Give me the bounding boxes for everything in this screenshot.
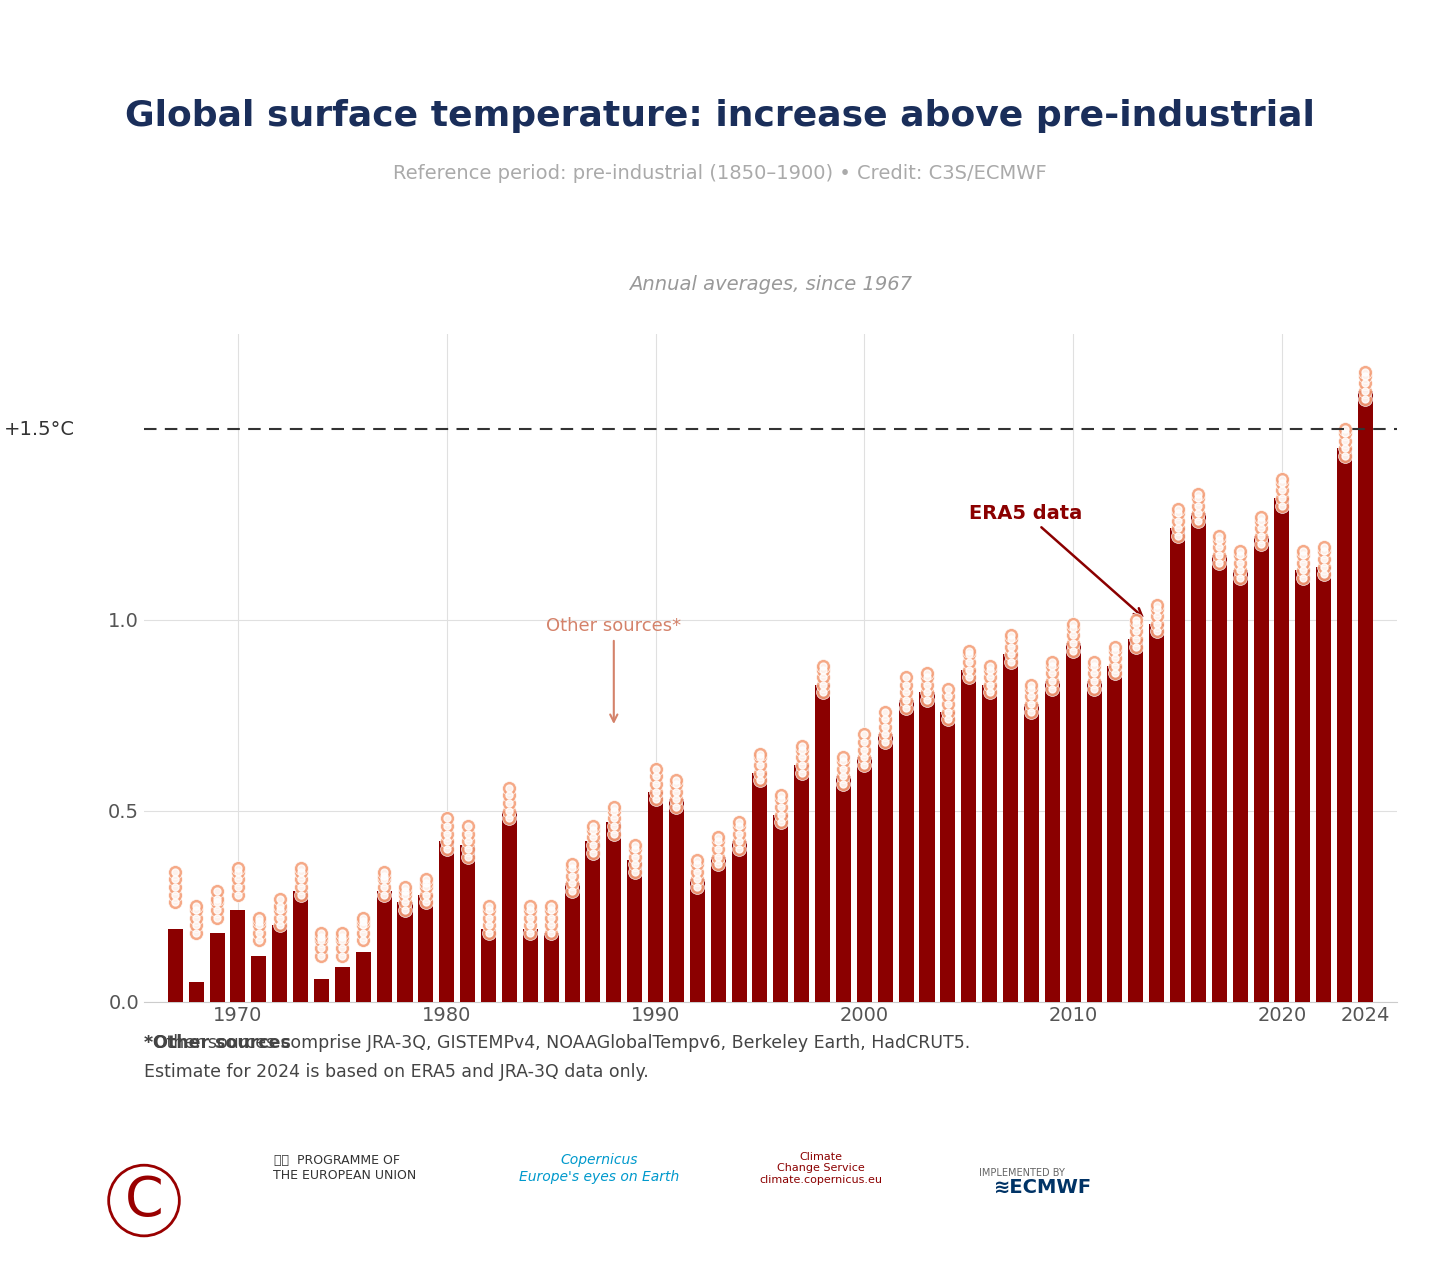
Bar [857, 758, 871, 1002]
Bar [837, 777, 851, 1002]
Bar [878, 734, 893, 1002]
Bar [1338, 448, 1352, 1002]
Bar [1045, 681, 1060, 1002]
Bar [1004, 655, 1018, 1002]
Bar [628, 860, 642, 1002]
Bar [168, 930, 183, 1002]
Text: *Other sources: *Other sources [144, 1034, 291, 1052]
Bar [1066, 643, 1080, 1002]
Bar [523, 930, 537, 1002]
Bar [1149, 624, 1164, 1002]
Text: Reference period: pre-industrial (1850–1900) • Credit: C3S/ECMWF: Reference period: pre-industrial (1850–1… [393, 164, 1047, 182]
Bar [1107, 666, 1122, 1002]
Text: ≋ECMWF: ≋ECMWF [994, 1179, 1092, 1197]
Bar [670, 800, 684, 1002]
Bar [648, 792, 662, 1002]
Bar [795, 765, 809, 1002]
Bar [711, 856, 726, 1002]
Bar [899, 700, 913, 1002]
Bar [732, 841, 746, 1002]
Text: Other sources*: Other sources* [546, 618, 681, 722]
Bar [920, 692, 935, 1002]
Bar [586, 841, 600, 1002]
Text: Copernicus
Europe's eyes on Earth: Copernicus Europe's eyes on Earth [518, 1153, 680, 1184]
Bar [753, 773, 768, 1002]
Bar [544, 933, 559, 1002]
Bar [377, 891, 392, 1002]
Bar [461, 845, 475, 1002]
Bar [397, 903, 412, 1002]
Bar [314, 978, 328, 1002]
Text: Global surface temperature: increase above pre-industrial: Global surface temperature: increase abo… [125, 99, 1315, 132]
Bar [210, 933, 225, 1002]
Bar [1087, 681, 1102, 1002]
Bar [294, 891, 308, 1002]
Bar [1316, 566, 1331, 1002]
Text: ERA5 data: ERA5 data [969, 503, 1142, 616]
Bar [606, 822, 621, 1002]
Bar [1358, 392, 1372, 1002]
Text: C: C [125, 1174, 163, 1228]
Bar [1233, 570, 1247, 1002]
Bar [982, 684, 996, 1002]
Text: *Other sources comprise JRA-3Q, GISTEMPv4, NOAAGlobalTempv6, Berkeley Earth, Had: *Other sources comprise JRA-3Q, GISTEMPv… [144, 1034, 971, 1052]
Bar [356, 951, 370, 1002]
Text: +1.5°C: +1.5°C [4, 420, 75, 439]
Bar [336, 967, 350, 1002]
Bar [419, 895, 433, 1002]
Text: IMPLEMENTED BY: IMPLEMENTED BY [979, 1168, 1066, 1179]
Text: Annual averages, since 1967: Annual averages, since 1967 [629, 275, 912, 294]
Bar [252, 955, 266, 1002]
Text: Climate
Change Service
climate.copernicus.eu: Climate Change Service climate.copernicu… [759, 1152, 883, 1185]
Bar [773, 814, 788, 1002]
Bar [1024, 704, 1038, 1002]
Bar [962, 669, 976, 1002]
Bar [230, 910, 245, 1002]
Bar [1254, 535, 1269, 1002]
Bar [439, 841, 454, 1002]
Text: 🇪🇺  PROGRAMME OF
    THE EUROPEAN UNION: 🇪🇺 PROGRAMME OF THE EUROPEAN UNION [258, 1154, 416, 1183]
Bar [940, 711, 955, 1002]
Text: Estimate for 2024 is based on ERA5 and JRA-3Q data only.: Estimate for 2024 is based on ERA5 and J… [144, 1063, 649, 1081]
Bar [503, 810, 517, 1002]
Bar [189, 982, 203, 1002]
Bar [272, 926, 287, 1002]
Bar [1171, 529, 1185, 1002]
Bar [1129, 639, 1143, 1002]
Bar [1191, 514, 1205, 1002]
Bar [815, 684, 829, 1002]
Bar [564, 883, 579, 1002]
Bar [1296, 570, 1310, 1002]
Bar [481, 930, 495, 1002]
Bar [1274, 498, 1289, 1002]
Bar [1212, 555, 1227, 1002]
Bar [690, 880, 704, 1002]
